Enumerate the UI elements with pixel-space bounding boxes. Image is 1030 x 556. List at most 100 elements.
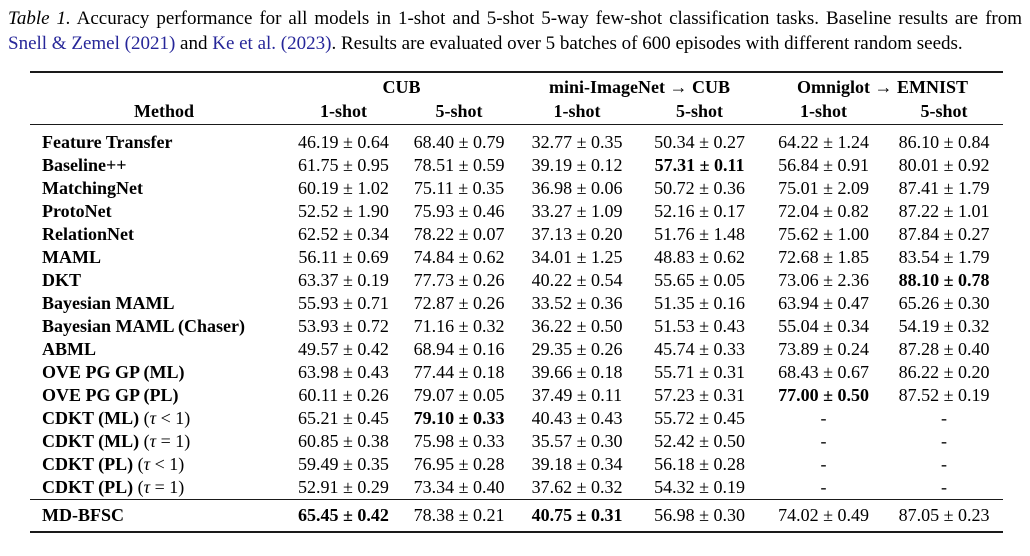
value-cell: -: [941, 408, 948, 428]
value-cell: 56.98 ± 0.30: [654, 505, 745, 525]
table-row: Bayesian MAML 55.93 ± 0.71 72.87 ± 0.26 33.…: [30, 292, 1003, 315]
shot-header: 5-shot: [885, 98, 1004, 125]
group-header-omniglot-emnist: Omniglot → EMNIST: [797, 77, 969, 97]
method-cell: MAML: [30, 246, 286, 269]
method-cell: MD-BFSC: [30, 500, 286, 533]
shot-header: 1-shot: [762, 98, 886, 125]
method-name-segment: τ: [149, 408, 157, 428]
value-cell: 71.16 ± 0.32: [413, 316, 505, 336]
value-cell: 87.28 ± 0.40: [898, 339, 990, 359]
value-cell: 86.10 ± 0.84: [898, 132, 990, 152]
table-row: ABML 49.57 ± 0.42 68.94 ± 0.16 29.35 ± 0.26…: [30, 338, 1003, 361]
method-cell: CDKT (ML) (τ = 1): [30, 430, 286, 453]
method-name-segment: = 1): [150, 477, 185, 497]
method-name-segment: MAML: [42, 247, 101, 267]
value-cell: 56.11 ± 0.69: [298, 247, 389, 267]
value-cell: 80.01 ± 0.92: [898, 155, 990, 175]
method-cell: ABML: [30, 338, 286, 361]
value-cell: 52.91 ± 0.29: [298, 477, 389, 497]
value-cell: 77.44 ± 0.18: [413, 362, 505, 382]
value-cell: 50.34 ± 0.27: [654, 132, 745, 152]
table-row: MatchingNet 60.19 ± 1.02 75.11 ± 0.35 36.98…: [30, 177, 1003, 200]
value-cell: 36.22 ± 0.50: [531, 316, 623, 336]
sub-header-row: Method 1-shot 5-shot 1-shot 5-shot 1-sho…: [30, 98, 1004, 125]
method-cell: DKT: [30, 269, 286, 292]
value-cell: 63.94 ± 0.47: [778, 293, 869, 313]
value-cell: 64.22 ± 1.24: [778, 132, 869, 152]
value-cell: -: [941, 454, 948, 474]
value-cell: 77.00 ± 0.50: [778, 385, 869, 405]
results-table: CUB mini-ImageNet → CUB Omniglot → EMNIS…: [30, 71, 1004, 533]
value-cell: 87.22 ± 1.01: [898, 201, 990, 221]
value-cell: 73.89 ± 0.24: [778, 339, 869, 359]
method-name-segment: = 1): [156, 431, 191, 451]
method-name-segment: ABML: [42, 339, 96, 359]
value-cell: 72.87 ± 0.26: [413, 293, 505, 313]
value-cell: 68.40 ± 0.79: [413, 132, 505, 152]
value-cell: 60.11 ± 0.26: [298, 385, 389, 405]
value-cell: 37.13 ± 0.20: [531, 224, 623, 244]
value-cell: 51.76 ± 1.48: [654, 224, 745, 244]
value-cell: 56.84 ± 0.91: [778, 155, 869, 175]
value-cell: 55.72 ± 0.45: [654, 408, 745, 428]
method-name-segment: (: [137, 454, 144, 474]
method-cell: OVE PG GP (PL): [30, 384, 286, 407]
method-cell: MatchingNet: [30, 177, 286, 200]
value-cell: 59.49 ± 0.35: [298, 454, 389, 474]
value-cell: 60.19 ± 1.02: [298, 178, 389, 198]
method-name-segment: RelationNet: [42, 224, 134, 244]
value-cell: 40.75 ± 0.31: [531, 505, 623, 525]
value-cell: 60.85 ± 0.38: [298, 431, 389, 451]
value-cell: 87.52 ± 0.19: [898, 385, 990, 405]
value-cell: 46.19 ± 0.64: [298, 132, 389, 152]
value-cell: 75.62 ± 1.00: [778, 224, 869, 244]
caption-text: . Results are evaluated over 5 batches o…: [331, 33, 963, 54]
value-cell: 63.98 ± 0.43: [298, 362, 389, 382]
table-row: MAML 56.11 ± 0.69 74.84 ± 0.62 34.01 ± 1.25…: [30, 246, 1003, 269]
value-cell: -: [820, 431, 827, 451]
table-row: OVE PG GP (ML) 63.98 ± 0.43 77.44 ± 0.18 39…: [30, 361, 1003, 384]
value-cell: 68.94 ± 0.16: [413, 339, 505, 359]
group-header-row: CUB mini-ImageNet → CUB Omniglot → EMNIS…: [30, 72, 1003, 98]
value-cell: 57.31 ± 0.11: [654, 155, 745, 175]
citation-link[interactable]: Snell & Zemel (2021): [8, 33, 176, 54]
method-name-segment: MatchingNet: [42, 178, 143, 198]
value-cell: 61.75 ± 0.95: [298, 155, 389, 175]
value-cell: 33.27 ± 1.09: [531, 201, 623, 221]
method-name-segment: ProtoNet: [42, 201, 112, 221]
shot-header: 5-shot: [637, 98, 763, 125]
method-cell: Baseline++: [30, 154, 286, 177]
table-caption: Table 1. Accuracy performance for all mo…: [8, 6, 1022, 56]
value-cell: 62.52 ± 0.34: [298, 224, 389, 244]
value-cell: 73.34 ± 0.40: [413, 477, 505, 497]
value-cell: -: [820, 454, 827, 474]
value-cell: 72.04 ± 0.82: [778, 201, 869, 221]
value-cell: 34.01 ± 1.25: [531, 247, 623, 267]
value-cell: 29.35 ± 0.26: [531, 339, 623, 359]
value-cell: 54.19 ± 0.32: [898, 316, 990, 336]
method-name-segment: Baseline++: [42, 155, 127, 175]
method-column-header: Method: [30, 98, 286, 125]
table-final-body: MD-BFSC 65.45 ± 0.42 78.38 ± 0.21 40.75 ± 0…: [30, 499, 1004, 533]
value-cell: 86.22 ± 0.20: [898, 362, 990, 382]
table-row: DKT 63.37 ± 0.19 77.73 ± 0.26 40.22 ± 0.54 5…: [30, 269, 1003, 292]
value-cell: 68.43 ± 0.67: [778, 362, 869, 382]
method-cell: CDKT (ML) (τ < 1): [30, 407, 286, 430]
value-cell: 32.77 ± 0.35: [531, 132, 623, 152]
citation-link[interactable]: Ke et al. (2023): [212, 33, 332, 54]
method-name-segment: τ: [143, 477, 151, 497]
value-cell: 78.51 ± 0.59: [413, 155, 505, 175]
group-header-miniimagenet-cub: mini-ImageNet → CUB: [549, 77, 731, 97]
table-header: CUB mini-ImageNet → CUB Omniglot → EMNIS…: [30, 72, 1004, 125]
table-row: Feature Transfer 46.19 ± 0.64 68.40 ± 0.79…: [30, 125, 1003, 155]
value-cell: 88.10 ± 0.78: [898, 270, 990, 290]
method-cell: Bayesian MAML: [30, 292, 286, 315]
empty-header-cell: [30, 72, 286, 98]
value-cell: 75.98 ± 0.33: [413, 431, 505, 451]
method-cell: OVE PG GP (ML): [30, 361, 286, 384]
table-row: OVE PG GP (PL) 60.11 ± 0.26 79.07 ± 0.05 37…: [30, 384, 1003, 407]
shot-header: 1-shot: [286, 98, 401, 125]
value-cell: 87.05 ± 0.23: [898, 505, 990, 525]
method-name-segment: < 1): [156, 408, 191, 428]
caption-text: and: [175, 33, 213, 54]
